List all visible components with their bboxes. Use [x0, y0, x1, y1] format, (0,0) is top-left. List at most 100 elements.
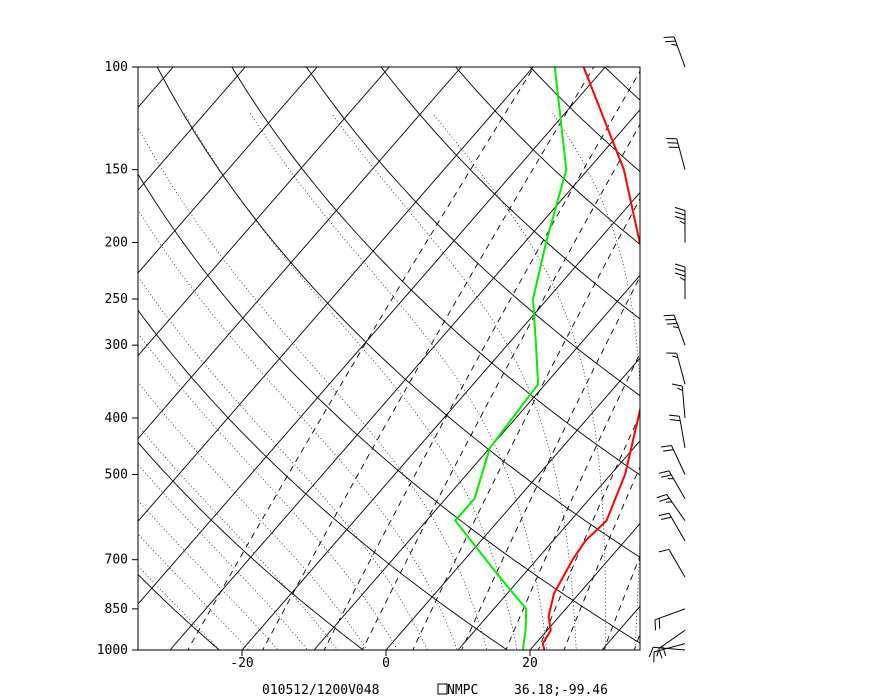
temperature-profile — [541, 67, 640, 650]
mixing-ratio-line — [187, 67, 535, 650]
wind-barb-staff — [673, 36, 686, 68]
wind-barb-feather — [674, 268, 686, 272]
moist-adiabat — [138, 381, 368, 650]
footer: 010512/1200V048 NMPC 36.18;-99.46 — [262, 683, 608, 697]
dry-adiabat — [455, 67, 640, 245]
footer-location: 36.18;-99.46 — [514, 683, 608, 697]
wind-barb-staff — [668, 512, 686, 542]
wind-barb-feather — [674, 216, 686, 220]
moist-adiabat — [138, 424, 338, 650]
pressure-axis: 100 150 200 250 300 400 500 700 850 1000 — [97, 60, 138, 658]
pressure-tick-label: 100 — [105, 60, 128, 75]
wind-barb — [653, 643, 686, 663]
moist-adiabat — [138, 209, 458, 650]
dry-adiabat — [156, 67, 640, 558]
wind-barb-feather — [674, 207, 686, 211]
wind-barb-feather — [659, 497, 670, 502]
dry-adiabat — [138, 309, 509, 650]
pressure-tick-label: 250 — [105, 292, 128, 307]
wind-barb-feather — [679, 220, 686, 225]
wind-barb-feather — [672, 326, 679, 329]
pressure-tick-label: 700 — [105, 553, 128, 568]
mixing-ratio-line — [461, 275, 640, 650]
moist-adiabat — [138, 464, 309, 650]
temperature-axis: -20 0 20 — [230, 650, 538, 671]
mixing-ratio-line — [633, 632, 640, 650]
pressure-tick-label: 300 — [105, 338, 128, 353]
isotherm-line — [0, 67, 29, 650]
mixing-ratio-line — [412, 197, 640, 650]
wind-barb-staff — [653, 646, 686, 651]
pressure-tick-label: 200 — [105, 236, 128, 251]
moist-adiabat — [138, 332, 398, 650]
mixing-ratio-line — [603, 555, 640, 650]
plot-frame — [137, 66, 641, 651]
wind-barb-staff — [676, 353, 686, 385]
wind-barb-staff — [681, 386, 686, 419]
wind-barb — [671, 383, 686, 419]
wind-barb — [669, 414, 686, 448]
mixing-ratio-line — [361, 123, 640, 650]
dry-adiabat — [231, 67, 640, 476]
wind-barb-feather — [658, 548, 670, 553]
isotherm-line — [601, 605, 640, 650]
wind-barb-feather — [654, 619, 657, 631]
background-lines — [0, 67, 896, 662]
moist-adiabat — [552, 113, 640, 650]
wind-barb — [658, 629, 686, 659]
wind-barb-feather — [674, 263, 686, 268]
isotherm-line — [169, 109, 640, 650]
moist-adiabat — [432, 112, 607, 650]
mixing-ratio-line — [323, 70, 640, 650]
dry-adiabat — [529, 67, 640, 173]
wind-barb — [666, 352, 686, 385]
wind-barb-feather — [660, 516, 672, 521]
wind-barb — [663, 314, 686, 346]
dry-adiabat — [138, 173, 640, 644]
wind-barb-feather — [663, 314, 675, 317]
wind-barb — [674, 207, 686, 243]
pressure-tick-label: 400 — [105, 411, 128, 426]
footer-valid-time: 010512/1200V048 — [262, 683, 379, 697]
wind-barb-feather — [662, 449, 674, 452]
wind-barb — [654, 608, 686, 631]
wind-barb-staff — [678, 416, 686, 448]
wind-barb-staff — [676, 138, 686, 170]
wind-barb-feather — [677, 387, 683, 392]
wind-barb-feather — [669, 414, 680, 417]
wind-barb-staff — [668, 549, 686, 578]
wind-barb-feather — [661, 445, 672, 448]
dry-adiabat — [679, 67, 896, 662]
wind-barb-feather — [665, 40, 676, 43]
wind-barb-staff — [654, 608, 686, 621]
isotherm-line — [529, 522, 640, 650]
wind-barb — [658, 548, 686, 578]
wind-barb-feather — [671, 43, 678, 46]
wind-barb-staff — [673, 314, 686, 346]
moist-adiabat — [138, 499, 279, 650]
isotherm-line — [313, 274, 640, 650]
moist-adiabat — [184, 113, 518, 650]
isotherm-line — [674, 67, 896, 650]
wind-barb-feather — [656, 650, 659, 657]
wind-barb-feather — [671, 383, 683, 387]
wind-barb — [648, 646, 686, 658]
dry-adiabat — [306, 67, 640, 397]
wind-barb-feather — [658, 470, 670, 474]
wind-barb-feather — [656, 493, 667, 499]
isotherm-line — [818, 67, 896, 650]
wind-barb-feather — [674, 272, 686, 277]
wind-barb-staff — [658, 629, 686, 650]
wind-barb — [663, 36, 686, 68]
temperature-tick-label: -20 — [230, 656, 253, 671]
wind-barb-feather — [674, 211, 686, 216]
temperature-tick-label: 0 — [382, 656, 390, 671]
wind-barb-feather — [648, 647, 654, 658]
dewpoint-profile — [454, 67, 568, 650]
wind-barb — [656, 493, 686, 521]
isotherm-line — [138, 67, 390, 357]
isotherm-line — [457, 440, 640, 650]
isotherm-line — [138, 67, 606, 605]
dry-adiabat — [604, 67, 640, 101]
